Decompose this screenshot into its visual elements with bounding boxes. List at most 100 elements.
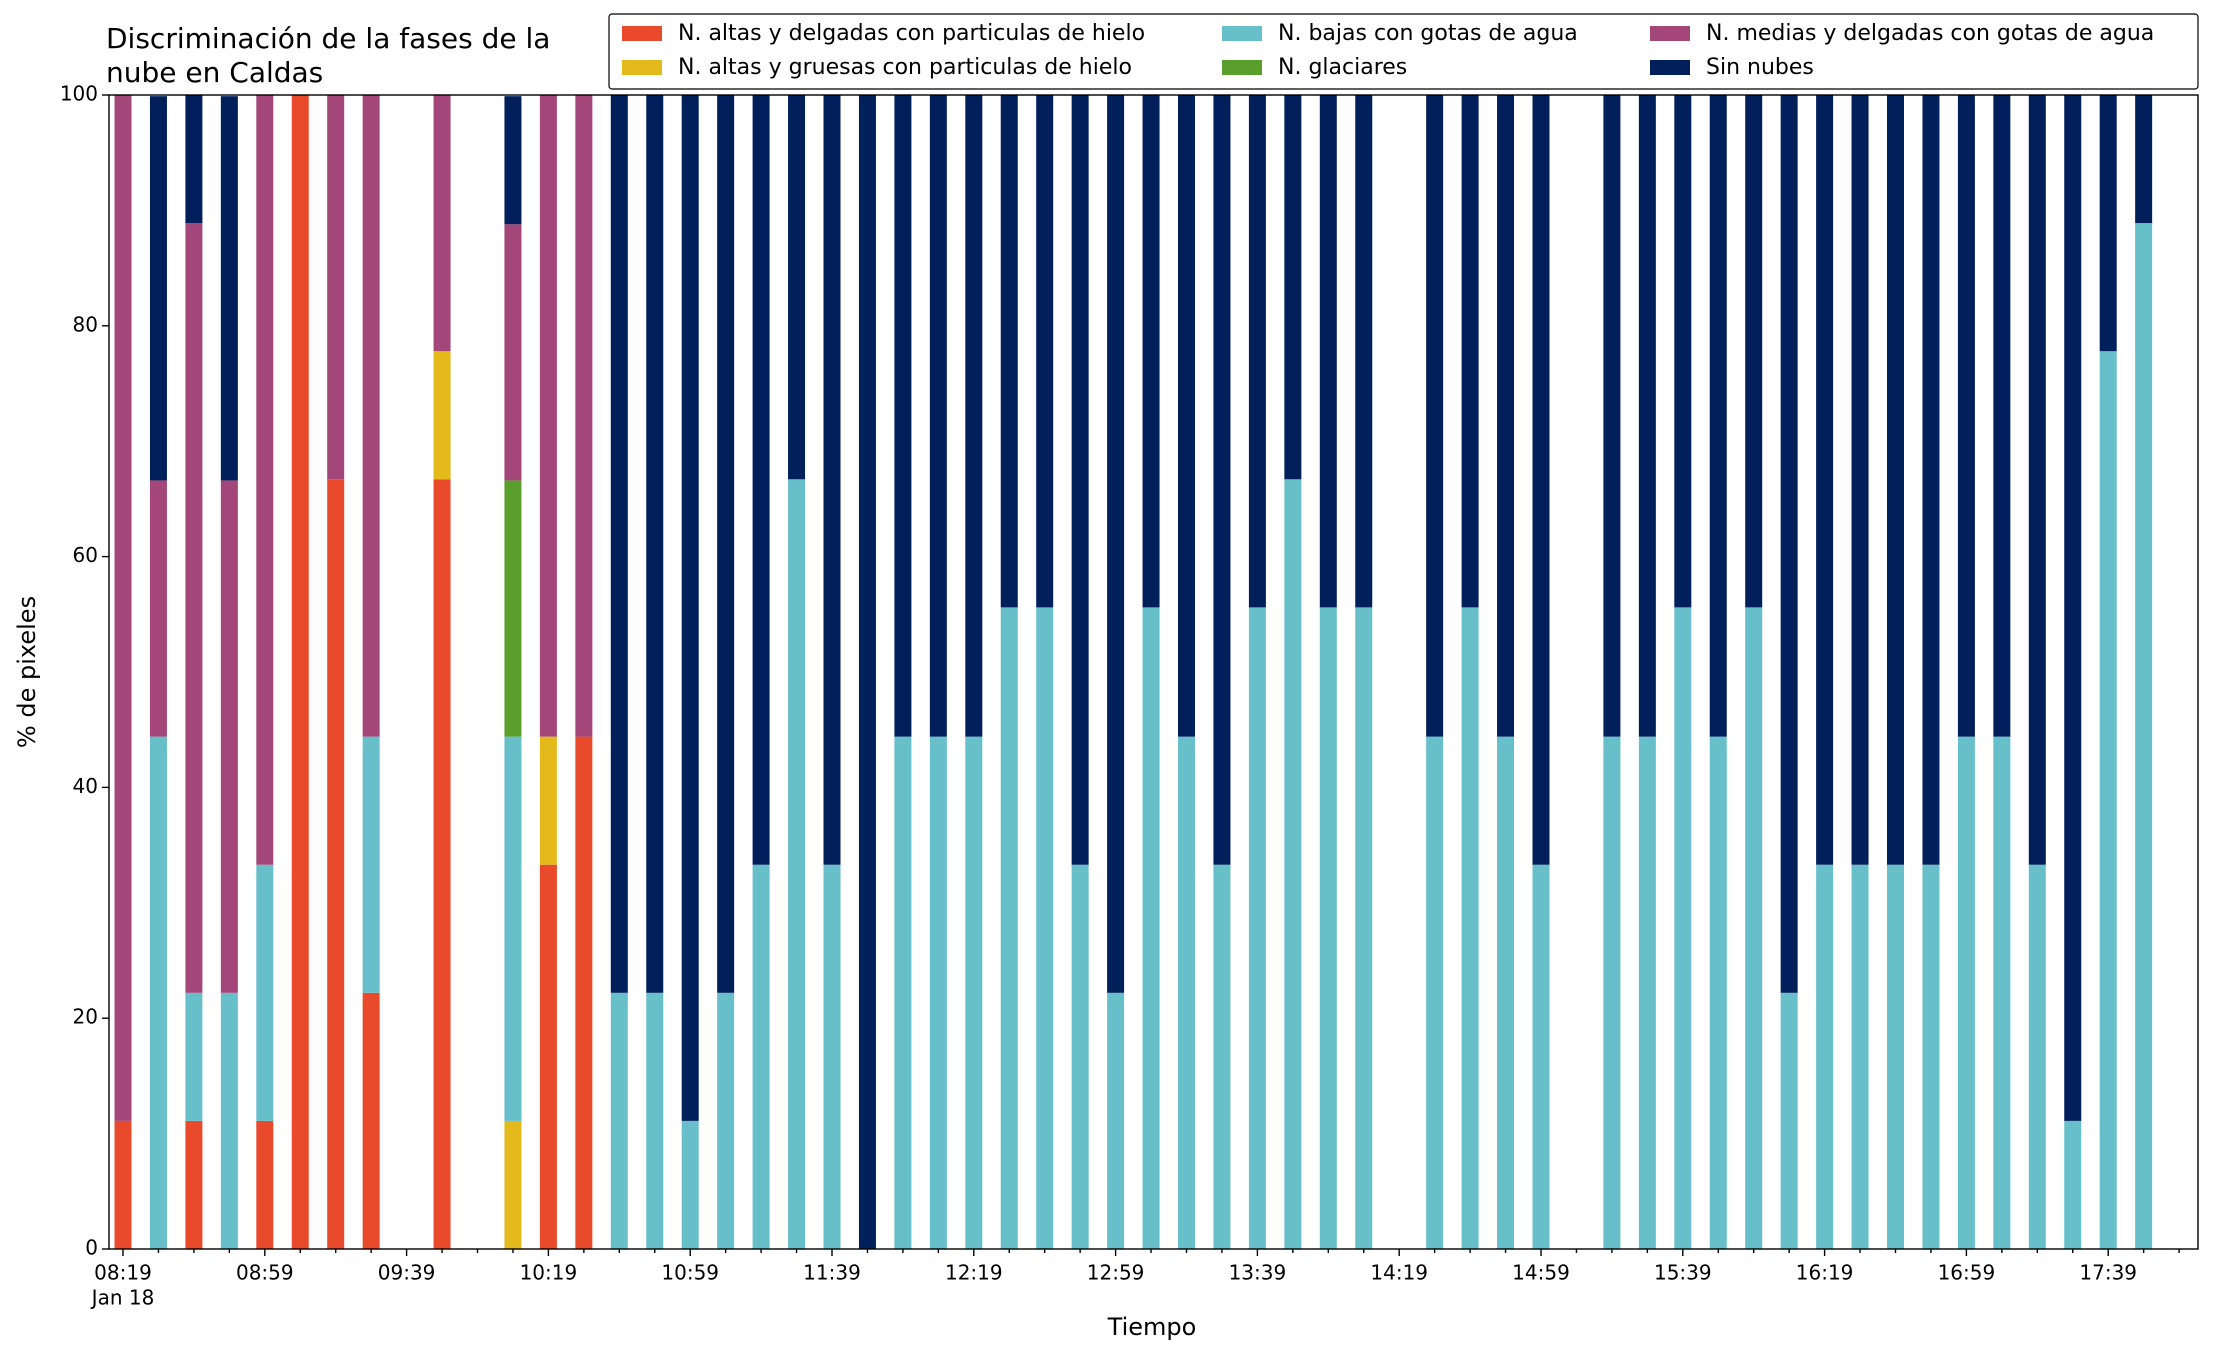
bar-segment — [1603, 95, 1621, 737]
bar-segment — [1922, 864, 1940, 1249]
bar-segment — [1000, 607, 1018, 1249]
x-tick-label: 08:19 — [94, 1261, 152, 1285]
bar-segment — [220, 992, 238, 1249]
legend-label: N. glaciares — [1278, 55, 1407, 80]
x-date-label: Jan 18 — [90, 1286, 155, 1310]
legend-label: N. medias y delgadas con gotas de agua — [1706, 21, 2154, 46]
x-tick-label: 17:39 — [2079, 1261, 2137, 1285]
bar-segment — [362, 992, 380, 1249]
bar-segment — [681, 95, 699, 1121]
x-tick-label: 10:59 — [661, 1261, 719, 1285]
bar-segment — [610, 992, 628, 1249]
bar-segment — [220, 480, 238, 993]
bar-segment — [823, 864, 841, 1249]
y-tick-label: 40 — [73, 774, 98, 798]
bar-segment — [1957, 95, 1975, 737]
bar-segment — [2099, 95, 2117, 352]
bar-segment — [149, 480, 167, 737]
x-tick-label: 10:19 — [520, 1261, 578, 1285]
bar-segment — [1709, 95, 1727, 737]
bar-segment — [504, 480, 522, 737]
bar-segment — [1887, 95, 1904, 865]
x-tick-label: 16:59 — [1938, 1261, 1996, 1285]
bar-segment — [220, 96, 238, 481]
bar-segment — [1887, 864, 1904, 1249]
legend-swatch — [1222, 60, 1262, 75]
bar-segment — [149, 736, 167, 1249]
x-tick-label: 13:39 — [1229, 1261, 1287, 1285]
bar-segment — [185, 95, 203, 224]
bar-segment — [327, 95, 345, 480]
bar-segment — [1638, 736, 1656, 1249]
bar-segment — [1213, 95, 1231, 865]
x-tick-label: 08:59 — [236, 1261, 294, 1285]
bar-segment — [504, 224, 522, 481]
legend: N. altas y delgadas con particulas de hi… — [608, 13, 2199, 90]
bar-segment — [291, 95, 309, 1249]
bar-segment — [1107, 992, 1125, 1249]
bar-segment — [1178, 736, 1195, 1249]
bar-segment — [610, 95, 628, 993]
bar-segment — [646, 992, 664, 1249]
bar-segment — [2099, 351, 2117, 1249]
bar-segment — [752, 95, 770, 865]
bar-segment — [1851, 95, 1869, 865]
bar-segment — [788, 479, 806, 1250]
bar-segment — [1178, 95, 1195, 737]
bar-segment — [646, 95, 664, 993]
bar-segment — [1036, 95, 1054, 608]
legend-box — [608, 13, 2199, 90]
bar-segment — [1213, 864, 1231, 1249]
bar-segment — [504, 1120, 522, 1249]
bar-segment — [1993, 95, 2011, 737]
x-tick-label: 16:19 — [1796, 1261, 1854, 1285]
bar-segment — [1816, 95, 1834, 865]
bar-segment — [858, 95, 876, 1249]
bar-segment — [362, 736, 380, 993]
legend-label: N. altas y gruesas con particulas de hie… — [678, 55, 1132, 80]
bar-segment — [2064, 95, 2082, 1121]
bar-segment — [1461, 607, 1479, 1249]
y-tick-label: 80 — [73, 312, 98, 336]
bar-segment — [539, 736, 557, 865]
bar-segment — [1497, 736, 1515, 1249]
legend-swatch — [1650, 26, 1690, 41]
x-tick-label: 09:39 — [378, 1261, 436, 1285]
bar-segment — [114, 95, 132, 1121]
bar-segment — [1142, 607, 1160, 1249]
bar-segment — [1993, 736, 2011, 1249]
bar-segment — [1532, 95, 1550, 865]
bar-segment — [575, 736, 593, 1249]
legend-swatch — [1222, 26, 1262, 41]
bar-segment — [1284, 479, 1302, 1250]
bar-segment — [965, 736, 983, 1249]
bar-segment — [929, 736, 947, 1249]
bar-segment — [149, 96, 167, 481]
bar-segment — [433, 95, 451, 352]
bar-segment — [894, 95, 912, 737]
bar-segment — [114, 1120, 132, 1249]
legend-swatch — [622, 26, 662, 41]
bar-segment — [256, 864, 274, 1121]
bar-segment — [1142, 95, 1160, 608]
bar-segment — [1071, 95, 1089, 865]
bar-segment — [1638, 95, 1656, 737]
bar-segment — [1497, 95, 1515, 737]
bar-segment — [1780, 95, 1798, 993]
bar-segment — [2028, 95, 2046, 865]
bar-segment — [788, 95, 806, 480]
bar-segment — [1284, 95, 1302, 480]
bar-segment — [1319, 95, 1337, 608]
bar-segment — [1851, 864, 1869, 1249]
bar-segment — [1674, 95, 1692, 608]
bar-segment — [1816, 864, 1834, 1249]
bar-segment — [717, 95, 735, 993]
bar-segment — [433, 351, 451, 480]
bar-segment — [256, 95, 274, 865]
y-tick-label: 100 — [60, 82, 98, 106]
bar-segment — [1248, 95, 1266, 608]
x-tick-label: 15:39 — [1654, 1261, 1712, 1285]
bar-segment — [1107, 95, 1125, 993]
bar-segment — [433, 479, 451, 1250]
